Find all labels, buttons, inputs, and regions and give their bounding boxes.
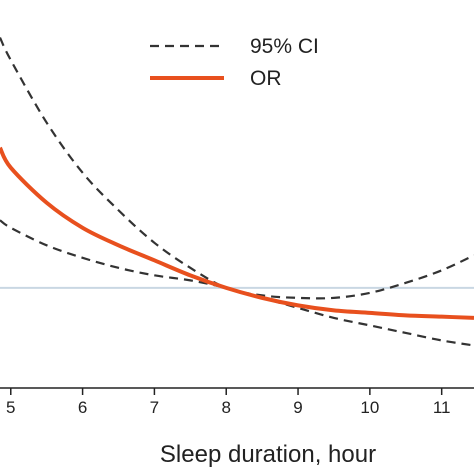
ci-lower-line	[0, 219, 474, 347]
plot-area	[0, 37, 474, 347]
x-axis-title: Sleep duration, hour	[160, 441, 376, 468]
x-ticks: 5 6 7 8 9 10 11	[6, 388, 451, 417]
legend: 95% CI OR	[150, 35, 319, 90]
x-axis: 5 6 7 8 9 10 11	[0, 387, 474, 417]
x-tick-label: 6	[78, 398, 87, 417]
legend-label-or: OR	[250, 67, 282, 90]
or-line	[0, 146, 474, 320]
x-tick-label: 10	[360, 398, 379, 417]
x-tick-label: 11	[433, 398, 451, 417]
x-tick-label: 7	[150, 398, 159, 417]
ci-upper-line	[0, 37, 474, 300]
series-layer	[0, 37, 474, 347]
x-tick-label: 9	[293, 398, 302, 417]
x-tick-label: 8	[221, 398, 230, 417]
x-tick-label: 5	[6, 398, 15, 417]
legend-label-ci: 95% CI	[250, 35, 319, 58]
